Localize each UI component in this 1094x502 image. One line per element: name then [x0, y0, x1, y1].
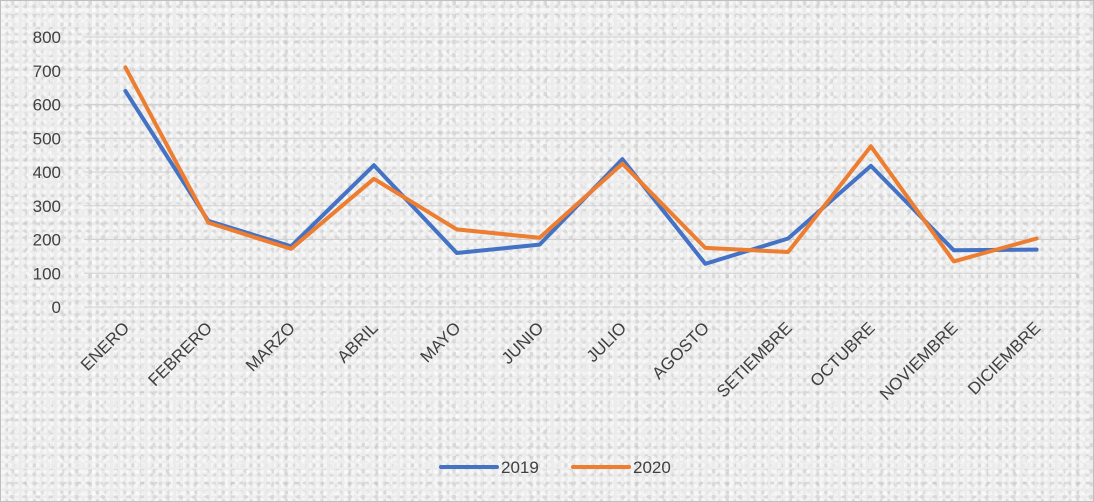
legend-label-2019: 2019	[501, 458, 539, 477]
x-tick-label: FEBRERO	[145, 318, 217, 390]
y-tick-label: 300	[33, 197, 61, 216]
y-tick-label: 400	[33, 163, 61, 182]
x-tick-label: MARZO	[242, 318, 299, 375]
y-tick-label: 0	[52, 298, 61, 317]
x-tick-label: NOVIEMBRE	[876, 318, 962, 404]
x-axis-labels: ENERO FEBRERO MARZO ABRIL MAYO JUNIO JULIO AGOS…	[77, 318, 1044, 404]
x-tick-label: ABRIL	[334, 318, 382, 366]
legend: 2019 2020	[439, 458, 671, 477]
x-tick-label: OCTUBRE	[807, 318, 879, 390]
y-axis-labels: 0 100 200 300 400 500 600 700 800	[33, 28, 61, 317]
x-tick-label: ENERO	[77, 318, 133, 374]
y-tick-label: 600	[33, 96, 61, 115]
y-tick-label: 700	[33, 62, 61, 81]
y-tick-label: 500	[33, 129, 61, 148]
x-tick-label: SETIEMBRE	[713, 318, 796, 401]
x-tick-label: JULIO	[583, 318, 631, 366]
legend-label-2020: 2020	[633, 458, 671, 477]
y-tick-label: 100	[33, 264, 61, 283]
y-tick-label: 800	[33, 28, 61, 47]
x-tick-label: JUNIO	[498, 318, 547, 367]
x-tick-label: MAYO	[417, 318, 465, 366]
gridlines	[84, 36, 1078, 308]
series-line-2020	[123, 65, 1039, 264]
series-lines	[123, 65, 1039, 266]
x-tick-label: DICIEMBRE	[964, 318, 1044, 398]
x-tick-label: AGOSTO	[648, 318, 713, 383]
y-tick-label: 200	[33, 231, 61, 250]
